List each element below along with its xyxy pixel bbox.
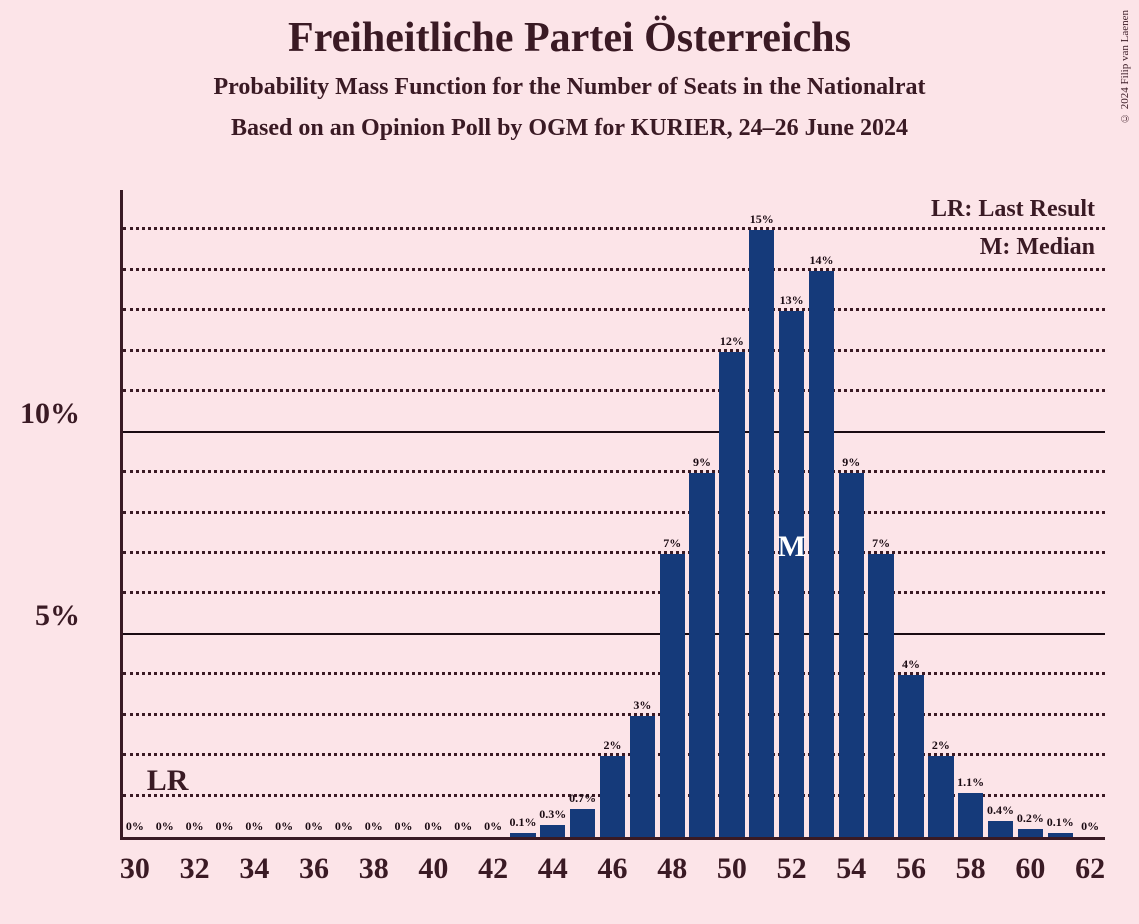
x-axis-tick: 32	[180, 852, 210, 886]
bar-value-label: 0%	[215, 819, 233, 834]
bar-value-label: 7%	[872, 536, 890, 551]
x-axis-tick: 52	[777, 852, 807, 886]
bar-value-label: 0%	[454, 819, 472, 834]
x-axis-tick: 54	[836, 852, 866, 886]
x-axis	[120, 837, 1105, 840]
bar-value-label: 2%	[604, 738, 622, 753]
bar-value-label: 0%	[395, 819, 413, 834]
bar-value-label: 0%	[186, 819, 204, 834]
bar	[809, 271, 834, 837]
x-axis-tick: 58	[956, 852, 986, 886]
bar-value-label: 0.4%	[987, 803, 1014, 818]
x-axis-tick: 30	[120, 852, 150, 886]
bar-value-label: 0%	[305, 819, 323, 834]
bar	[630, 716, 655, 837]
lr-marker: LR	[147, 764, 189, 798]
bar-value-label: 0%	[1081, 819, 1099, 834]
bar-value-label: 2%	[932, 738, 950, 753]
bar-value-label: 3%	[633, 698, 651, 713]
bar-value-label: 0%	[245, 819, 263, 834]
bar	[570, 809, 595, 837]
copyright-text: © 2024 Filip van Laenen	[1119, 10, 1131, 124]
bar-value-label: 12%	[720, 334, 744, 349]
x-axis-tick: 38	[359, 852, 389, 886]
bar-value-label: 15%	[750, 212, 774, 227]
bar-value-label: 9%	[842, 455, 860, 470]
bar-value-label: 0%	[484, 819, 502, 834]
bar-value-label: 0%	[156, 819, 174, 834]
bar-value-label: 1.1%	[957, 775, 984, 790]
x-axis-tick: 56	[896, 852, 926, 886]
x-axis-tick: 60	[1015, 852, 1045, 886]
bar-value-label: 0%	[335, 819, 353, 834]
bar-value-label: 0.7%	[569, 791, 596, 806]
chart-title: Freiheitliche Partei Österreichs	[0, 0, 1139, 62]
bar	[510, 833, 535, 837]
bar-value-label: 0.2%	[1017, 811, 1044, 826]
bar	[689, 473, 714, 837]
median-marker: M	[778, 530, 806, 564]
x-axis-tick: 46	[598, 852, 628, 886]
bar-value-label: 0.1%	[1047, 815, 1074, 830]
bar	[1048, 833, 1073, 837]
x-axis-tick: 50	[717, 852, 747, 886]
bar-value-label: 0%	[126, 819, 144, 834]
bar-value-label: 0.1%	[509, 815, 536, 830]
bar-value-label: 4%	[902, 657, 920, 672]
bar	[988, 821, 1013, 837]
y-axis-label: 10%	[20, 397, 80, 431]
bar-value-label: 0.3%	[539, 807, 566, 822]
chart-plot-area: LR: Last Result M: Median 5%10% 0%0%0%0%…	[120, 190, 1105, 840]
x-axis-tick: 40	[418, 852, 448, 886]
bar	[749, 230, 774, 837]
y-axis-label: 5%	[35, 599, 80, 633]
x-axis-tick: 36	[299, 852, 329, 886]
x-axis-tick: 42	[478, 852, 508, 886]
chart-subtitle-1: Probability Mass Function for the Number…	[0, 74, 1139, 101]
bar	[898, 675, 923, 837]
bar-value-label: 0%	[275, 819, 293, 834]
x-axis-tick: 62	[1075, 852, 1105, 886]
bar	[958, 793, 983, 837]
bar	[779, 311, 804, 837]
bar	[839, 473, 864, 837]
bar-value-label: 0%	[365, 819, 383, 834]
x-axis-tick: 48	[657, 852, 687, 886]
bar	[868, 554, 893, 837]
bar-value-label: 14%	[809, 253, 833, 268]
bar-value-label: 13%	[780, 293, 804, 308]
bar-value-label: 0%	[424, 819, 442, 834]
bar	[660, 554, 685, 837]
chart-subtitle-2: Based on an Opinion Poll by OGM for KURI…	[0, 115, 1139, 142]
bar	[540, 825, 565, 837]
x-axis-tick: 44	[538, 852, 568, 886]
bar-value-label: 9%	[693, 455, 711, 470]
bar-value-label: 7%	[663, 536, 681, 551]
x-axis-tick: 34	[239, 852, 269, 886]
bar	[1018, 829, 1043, 837]
bar	[719, 352, 744, 837]
bar	[600, 756, 625, 837]
bar	[928, 756, 953, 837]
